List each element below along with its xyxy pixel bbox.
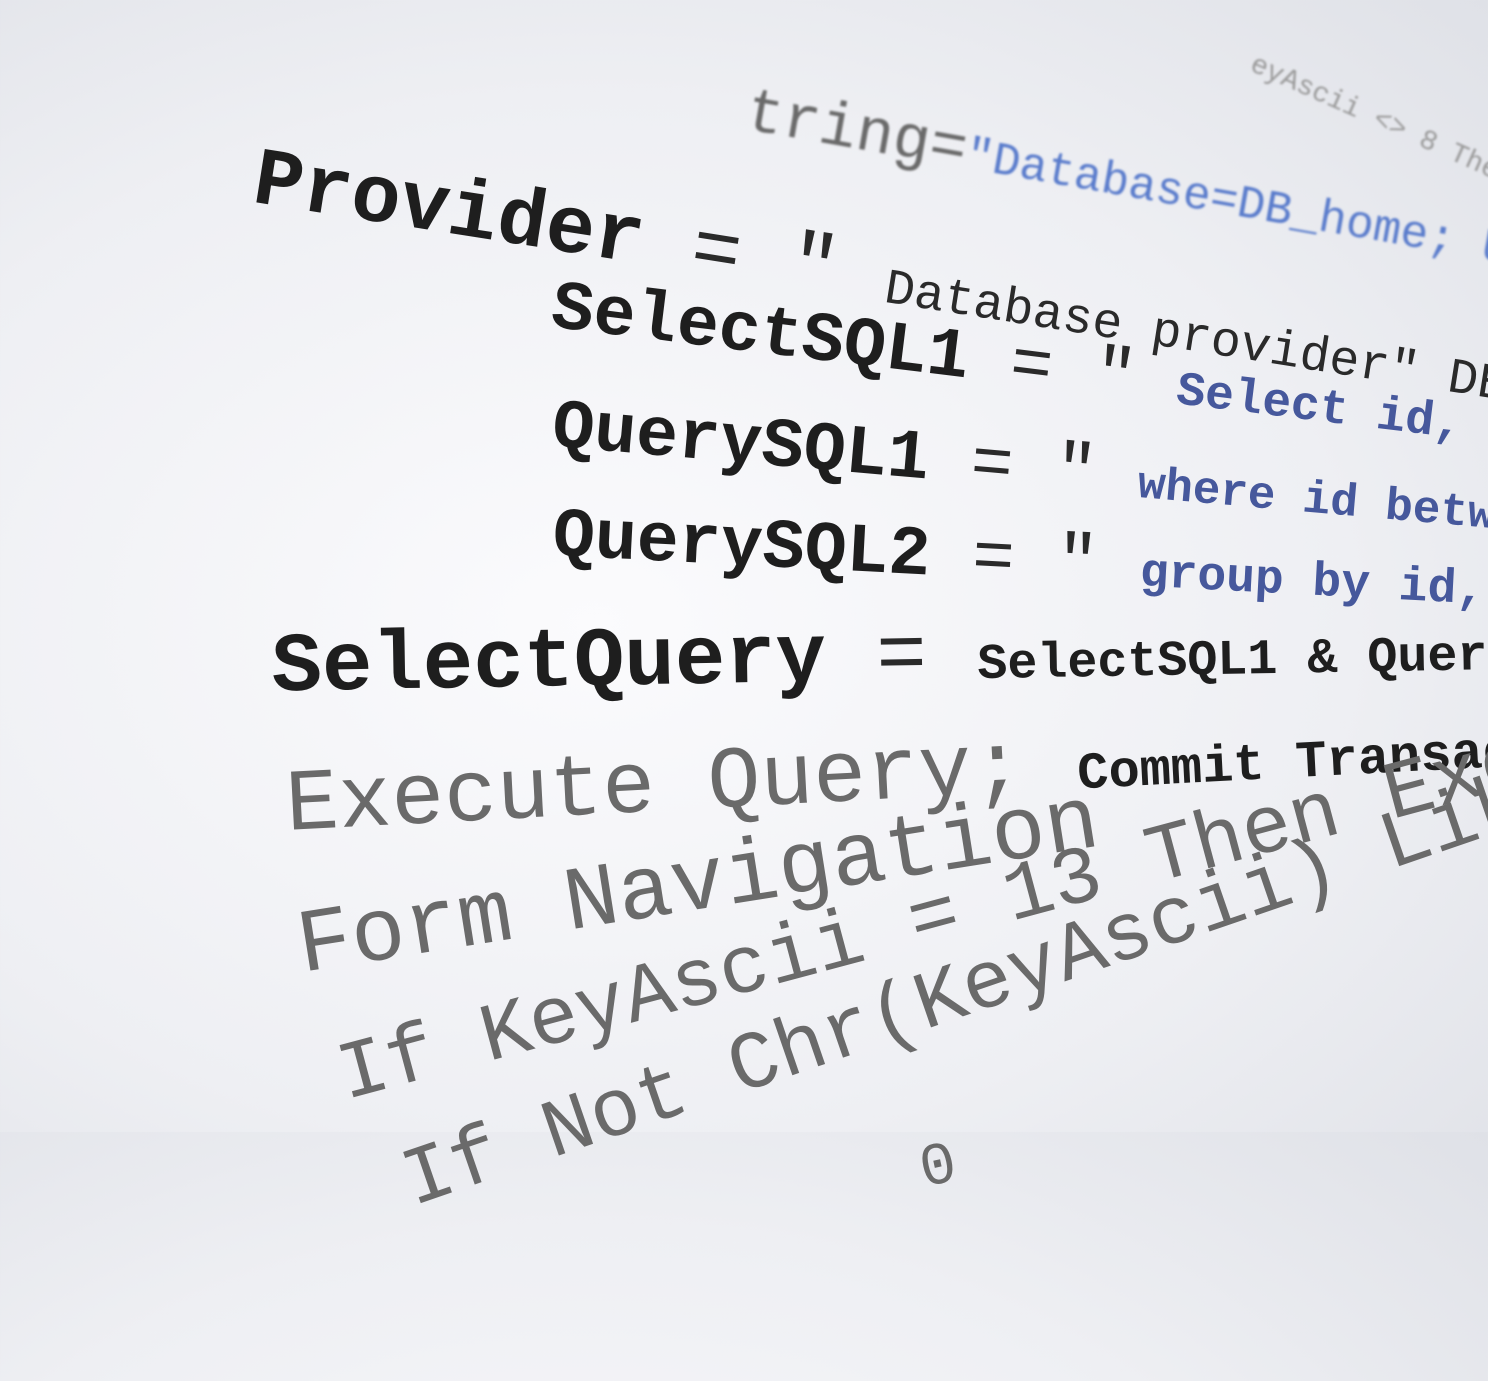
code-photo: tring="Database=DB_home; Username=dbuser…: [0, 0, 1488, 1229]
